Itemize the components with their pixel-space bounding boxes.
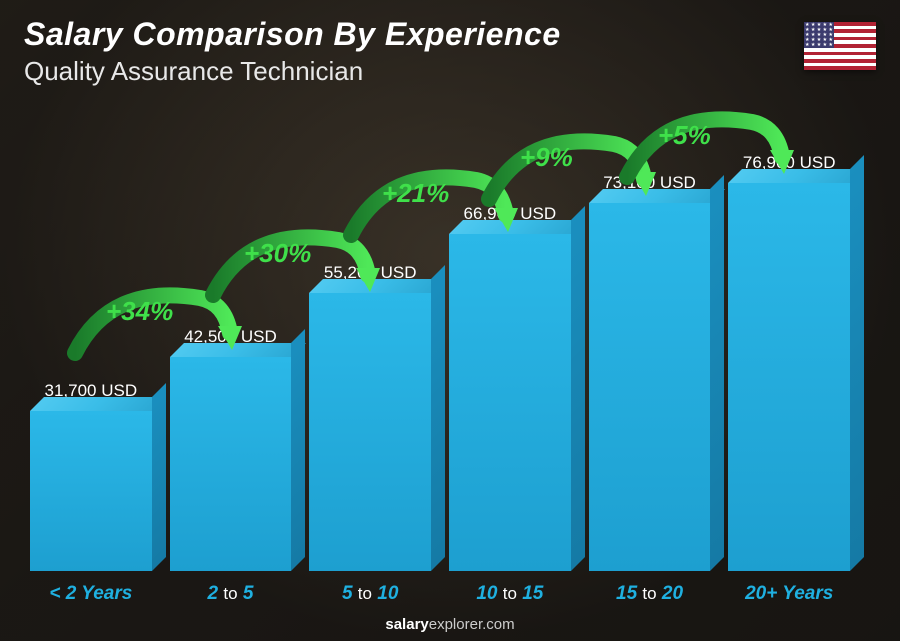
x-label: 2 to 5 bbox=[170, 583, 292, 605]
bar bbox=[728, 183, 850, 571]
bar bbox=[30, 411, 152, 571]
x-label: 5 to 10 bbox=[309, 583, 431, 605]
footer: salaryexplorer.com bbox=[0, 616, 900, 633]
x-label: 20+ Years bbox=[728, 583, 850, 605]
x-label: 10 to 15 bbox=[449, 583, 571, 605]
bar-column: 66,900 USD bbox=[449, 204, 571, 571]
bar-column: 42,500 USD bbox=[170, 327, 292, 571]
x-label: < 2 Years bbox=[30, 583, 152, 605]
bar bbox=[589, 203, 711, 571]
bar bbox=[309, 293, 431, 571]
bar-column: 73,100 USD bbox=[589, 173, 711, 571]
x-label: 15 to 20 bbox=[589, 583, 711, 605]
x-axis-labels: < 2 Years 2 to 5 5 to 10 10 to 15 15 to 20 20… bbox=[30, 583, 850, 605]
bar bbox=[449, 234, 571, 571]
footer-bold: salary bbox=[385, 616, 428, 633]
footer-rest: explorer.com bbox=[429, 616, 515, 633]
chart-title: Salary Comparison By Experience bbox=[24, 16, 561, 53]
bar-chart: 31,700 USD42,500 USD55,200 USD66,900 USD… bbox=[30, 111, 850, 571]
bar-column: 55,200 USD bbox=[309, 263, 431, 571]
flag-icon: ★ ★ ★ ★ ★★ ★ ★ ★ ★★ ★ ★ ★ ★★ ★ ★ ★ ★★ ★ … bbox=[804, 22, 876, 70]
chart-container: Salary Comparison By Experience Quality … bbox=[0, 0, 900, 641]
bar bbox=[170, 357, 292, 571]
bar-column: 31,700 USD bbox=[30, 381, 152, 571]
bar-column: 76,900 USD bbox=[728, 153, 850, 571]
chart-subtitle: Quality Assurance Technician bbox=[24, 56, 363, 87]
